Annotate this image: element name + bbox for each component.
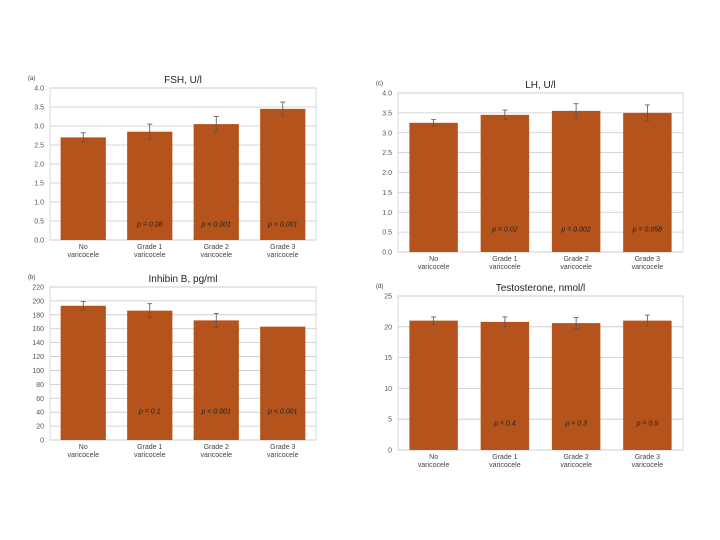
y-tick-label: 100 — [32, 368, 44, 375]
panel-letter: (a) — [28, 76, 35, 82]
y-tick-label: 1.5 — [382, 190, 392, 197]
category-label: No varicocele — [418, 454, 450, 469]
bar — [260, 108, 306, 241]
p-value-label: p < 0.001 — [201, 409, 231, 416]
bar — [480, 114, 530, 252]
y-tick-label: 40 — [36, 410, 44, 417]
y-tick-label: 0.0 — [34, 238, 44, 245]
bar — [623, 320, 672, 450]
bar — [260, 326, 306, 440]
category-label: Grade 2 varicocele — [200, 444, 232, 459]
category-label: Grade 3 varicocele — [267, 244, 299, 259]
bar — [127, 131, 173, 240]
y-tick-label: 0 — [388, 448, 392, 455]
chart-title: Testosterone, nmol/l — [496, 283, 586, 294]
y-tick-label: 1.0 — [34, 200, 44, 207]
y-tick-label: 0 — [40, 438, 44, 445]
y-tick-label: 3.5 — [34, 105, 44, 112]
category-label: No varicocele — [67, 444, 99, 459]
y-tick-label: 200 — [32, 298, 44, 305]
y-tick-label: 2.0 — [34, 162, 44, 169]
chart-title: Inhibin B, pg/ml — [149, 274, 218, 285]
p-value-label: p = 0.4 — [493, 420, 516, 427]
y-tick-label: 160 — [32, 326, 44, 333]
category-label: Grade 2 varicocele — [560, 256, 592, 271]
y-tick-label: 180 — [32, 312, 44, 319]
category-label: Grade 2 varicocele — [200, 244, 232, 259]
category-label: Grade 1 varicocele — [134, 444, 166, 459]
chart-title: FSH, U/l — [164, 75, 202, 86]
y-tick-label: 220 — [32, 285, 44, 292]
testosterone-chart: 0 5 10 15 20 25 Testosterone, nmol/l (d) No varic… — [376, 283, 684, 469]
bar — [409, 320, 458, 450]
y-tick-label: 1.5 — [34, 181, 44, 188]
y-tick-label: 120 — [32, 354, 44, 361]
y-tick-label: 2.0 — [382, 170, 392, 177]
bar — [551, 110, 601, 252]
category-label: Grade 1 varicocele — [489, 454, 521, 469]
y-tick-label: 60 — [36, 396, 44, 403]
y-tick-label: 4.0 — [382, 91, 392, 98]
p-value-label: p < 0.001 — [267, 222, 297, 229]
category-label: No varicocele — [418, 256, 450, 271]
p-value-label: p < 0.001 — [201, 222, 231, 229]
y-tick-label: 25 — [384, 294, 392, 301]
bar — [551, 323, 601, 450]
p-value-label: p = 0.058 — [632, 226, 662, 233]
p-value-label: p = 0.1 — [138, 409, 161, 416]
y-tick-label: 4.0 — [34, 86, 44, 93]
y-tick-label: 5 — [388, 417, 392, 424]
y-tick-label: 15 — [384, 355, 392, 362]
bar — [127, 310, 173, 440]
bar — [409, 122, 458, 252]
p-value-label: p = 0.002 — [560, 226, 590, 233]
bar — [193, 124, 239, 240]
chart-title: LH, U/l — [525, 80, 556, 91]
panel-letter: (d) — [376, 284, 383, 290]
category-label: Grade 1 varicocele — [489, 256, 521, 271]
y-tick-label: 3.0 — [382, 130, 392, 137]
lh-chart: 0.0 0.5 1.0 1.5 2.0 2.5 3.0 3.5 4.0 LH, U/l (c) No v… — [376, 80, 684, 271]
panel-letter: (b) — [28, 275, 35, 281]
y-tick-label: 2.5 — [382, 150, 392, 157]
panel-letter: (c) — [376, 81, 383, 87]
y-tick-label: 140 — [32, 340, 44, 347]
bar — [623, 112, 672, 252]
p-value-label: p < 0.001 — [267, 409, 297, 416]
fsh-chart: 0.0 0.5 1.0 1.5 2.0 2.5 3.0 3.5 4.0 FSH, U/l (a) No… — [28, 75, 317, 259]
y-tick-label: 3.0 — [34, 124, 44, 131]
p-value-label: p = 0.3 — [564, 420, 587, 427]
category-label: Grade 1 varicocele — [134, 244, 166, 259]
bar — [60, 305, 106, 440]
y-tick-label: 0.5 — [382, 230, 392, 237]
y-tick-label: 20 — [384, 324, 392, 331]
category-label: Grade 2 varicocele — [560, 454, 592, 469]
p-value-label: p = 0.9 — [636, 420, 659, 427]
y-tick-label: 0.0 — [382, 250, 392, 257]
bar — [60, 137, 106, 240]
y-tick-label: 0.5 — [34, 219, 44, 226]
y-tick-label: 20 — [36, 424, 44, 431]
bar — [193, 320, 239, 440]
p-value-label: p = 0.08 — [136, 222, 163, 229]
category-label: No varicocele — [67, 244, 99, 259]
inhibin-b-chart: 0 20 40 60 80 100 120 140 160 180 200 220 Inhibin B,… — [28, 274, 317, 459]
y-tick-label: 3.5 — [382, 110, 392, 117]
category-label: Grade 3 varicocele — [632, 454, 664, 469]
p-value-label: p = 0.02 — [491, 226, 518, 233]
category-label: Grade 3 varicocele — [632, 256, 664, 271]
bar — [480, 321, 530, 450]
y-tick-label: 80 — [36, 382, 44, 389]
y-tick-label: 10 — [384, 386, 392, 393]
y-tick-label: 2.5 — [34, 143, 44, 150]
category-label: Grade 3 varicocele — [267, 444, 299, 459]
y-tick-label: 1.0 — [382, 210, 392, 217]
